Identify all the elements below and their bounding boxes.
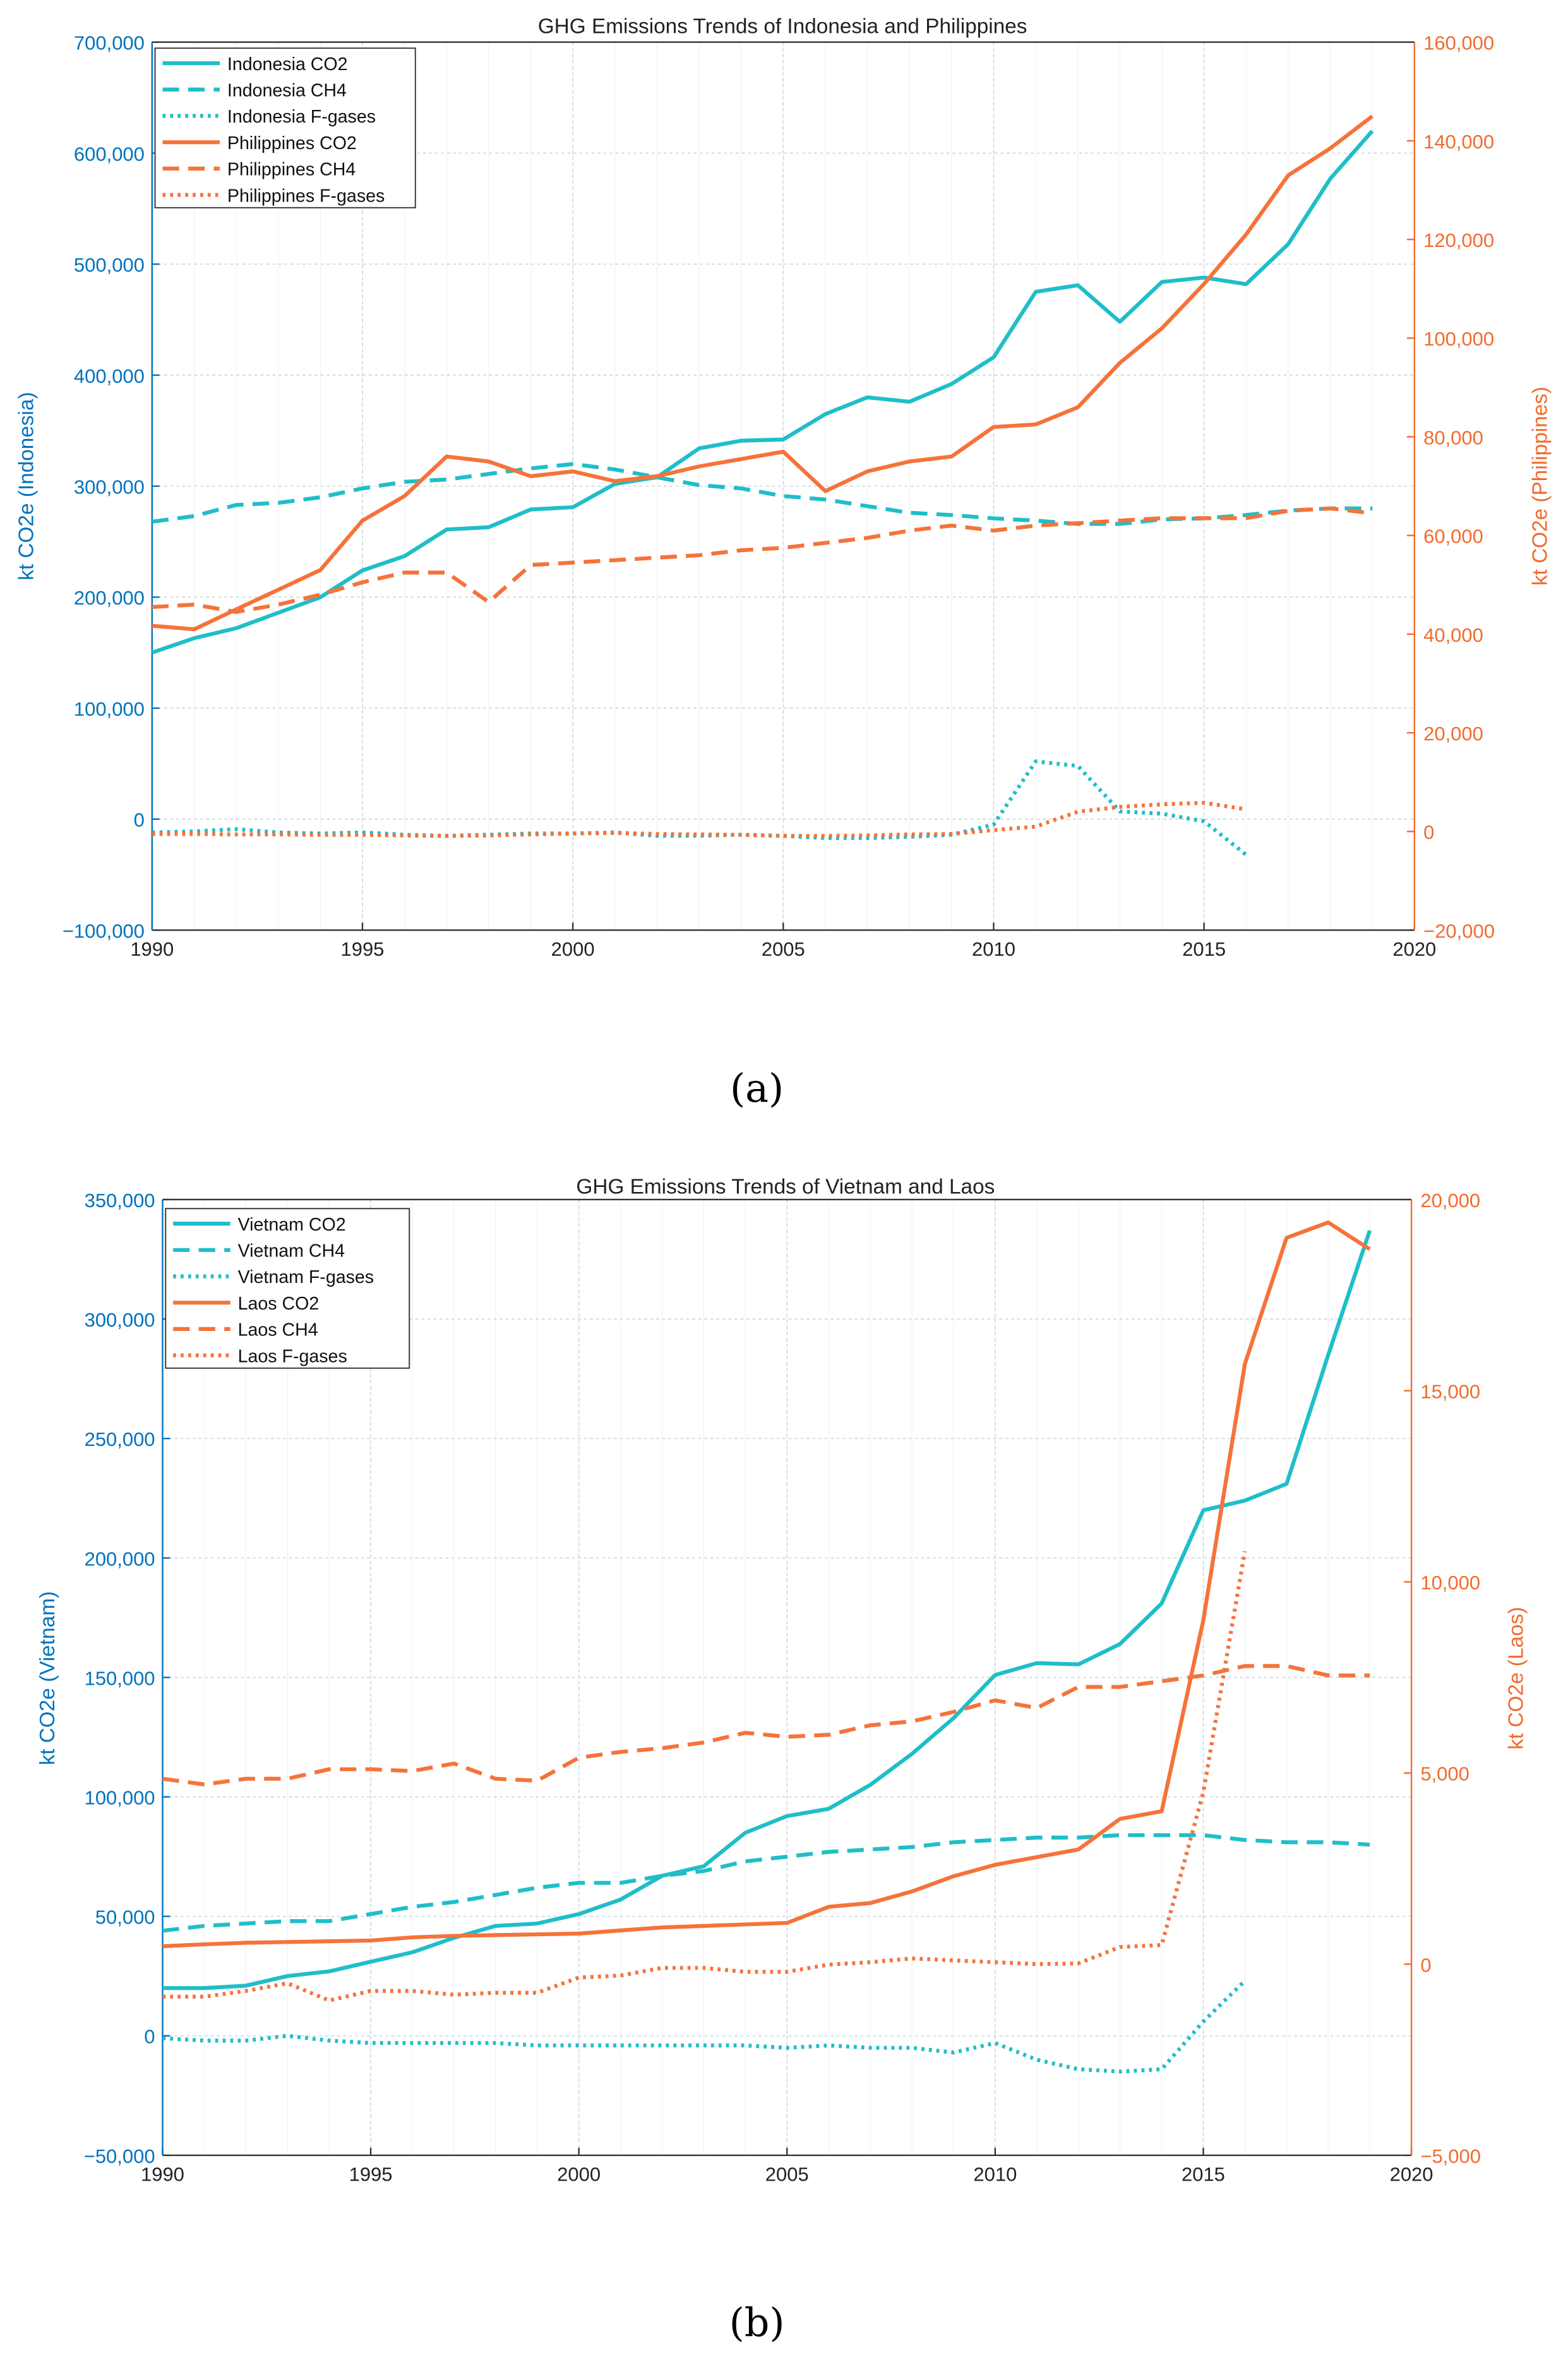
left-tick-label: 50,000 [95,1906,155,1929]
series-line-philippines-f-gases [152,800,1247,838]
right-tick-label: 5,000 [1420,1763,1469,1785]
legend-label: Vietnam F-gases [238,1267,374,1287]
right-tick-label: 10,000 [1420,1572,1480,1594]
legend-label: Philippines F-gases [227,186,385,206]
x-tick-label: 2020 [1392,938,1436,960]
right-tick-label: 160,000 [1423,32,1494,54]
series-line-indonesia-ch4 [152,462,1373,526]
right-tick-label: −5,000 [1420,2145,1481,2167]
right-tick-label: 0 [1423,821,1434,843]
x-tick-label: 2000 [551,938,595,960]
right-tick-label: 40,000 [1423,624,1483,646]
x-tick-label: 1990 [141,2163,184,2185]
left-tick-label: 0 [134,809,145,831]
legend-box [165,1208,410,1369]
left-tick-label: 500,000 [74,254,145,276]
left-tick-label: 700,000 [74,32,145,54]
caption-a: (a) [730,1066,784,1111]
right-tick-label: 100,000 [1423,328,1494,350]
legend: Indonesia CO2 Indonesia CH4 Indonesia F-ga… [154,47,416,208]
right-tick-label: 0 [1420,1954,1431,1976]
legend-label: Indonesia F-gases [227,107,376,127]
x-tick-label: 2015 [1182,938,1226,960]
right-axis-label: kt CO2e (Philippines) [1529,387,1552,586]
x-tick-label: 2005 [765,2163,809,2185]
chart-title: GHG Emissions Trends of Indonesia and Ph… [538,15,1027,38]
legend-label: Laos CH4 [238,1320,318,1340]
left-tick-label: 250,000 [85,1428,155,1450]
x-tick-label: 2015 [1182,2163,1225,2185]
right-tick-label: 60,000 [1423,526,1483,548]
legend-label: Vietnam CH4 [238,1241,345,1261]
left-tick-label: 300,000 [74,476,145,498]
chart-title: GHG Emissions Trends of Vietnam and Laos [576,1175,995,1198]
left-tick-label: 200,000 [85,1548,155,1570]
x-tick-label: 2010 [972,938,1015,960]
right-tick-label: 20,000 [1420,1189,1480,1212]
legend-box [154,47,416,208]
right-axis-label: kt CO2e (Laos) [1504,1607,1528,1750]
left-tick-label: 100,000 [74,698,145,720]
caption-b: (b) [729,2300,785,2345]
series-line-laos-f-gases [162,1551,1247,2002]
chart-a: GHG Emissions Trends of Indonesia and Ph… [15,15,1552,1111]
series-line-vietnam-co2 [162,1230,1372,1990]
left-tick-label: 300,000 [85,1309,155,1331]
legend-label: Philippines CO2 [227,133,357,154]
series-line-indonesia-co2 [151,129,1374,655]
x-tick-label: 1990 [130,938,174,960]
x-tick-label: 2005 [762,938,805,960]
legend: Vietnam CO2 Vietnam CH4 Vietnam F-gases Lao… [165,1208,410,1369]
left-tick-label: 0 [144,2026,155,2048]
x-tick-label: 1995 [349,2163,393,2185]
left-tick-label: 350,000 [85,1189,155,1212]
series-line-philippines-co2 [152,114,1373,632]
left-tick-label: 100,000 [85,1787,155,1809]
x-tick-label: 1995 [341,938,385,960]
right-tick-label: −20,000 [1423,920,1495,942]
x-tick-label: 2020 [1390,2163,1433,2185]
left-tick-label: −50,000 [84,2145,155,2167]
right-tick-label: 120,000 [1423,229,1494,251]
left-tick-label: −100,000 [63,920,145,942]
right-tick-label: 15,000 [1420,1380,1480,1402]
series-line-philippines-ch4 [152,506,1373,614]
legend-label: Laos CO2 [238,1294,320,1314]
legend-label: Indonesia CH4 [227,80,347,100]
chart-b: GHG Emissions Trends of Vietnam and Laos… [36,1175,1528,2345]
legend-label: Laos F-gases [238,1346,347,1366]
left-tick-label: 150,000 [85,1667,155,1689]
series-line-vietnam-f-gases [162,1979,1247,2074]
series-line-laos-co2 [162,1220,1371,1949]
series-line-laos-ch4 [162,1664,1370,1786]
x-tick-label: 2000 [557,2163,601,2185]
right-tick-label: 20,000 [1423,723,1483,745]
left-tick-label: 600,000 [74,143,145,165]
left-axis-label: kt CO2e (Vietnam) [36,1591,59,1766]
series-line-vietnam-ch4 [162,1833,1370,1933]
left-axis-label: kt CO2e (Indonesia) [15,392,39,580]
right-tick-label: 80,000 [1423,426,1483,449]
legend-label: Vietnam CO2 [238,1215,346,1235]
left-tick-label: 200,000 [74,587,145,609]
legend-label: Indonesia CO2 [227,54,348,75]
right-tick-label: 140,000 [1423,131,1494,153]
legend-label: Philippines CH4 [227,160,356,180]
left-tick-label: 400,000 [74,365,145,387]
x-tick-label: 2010 [973,2163,1017,2185]
